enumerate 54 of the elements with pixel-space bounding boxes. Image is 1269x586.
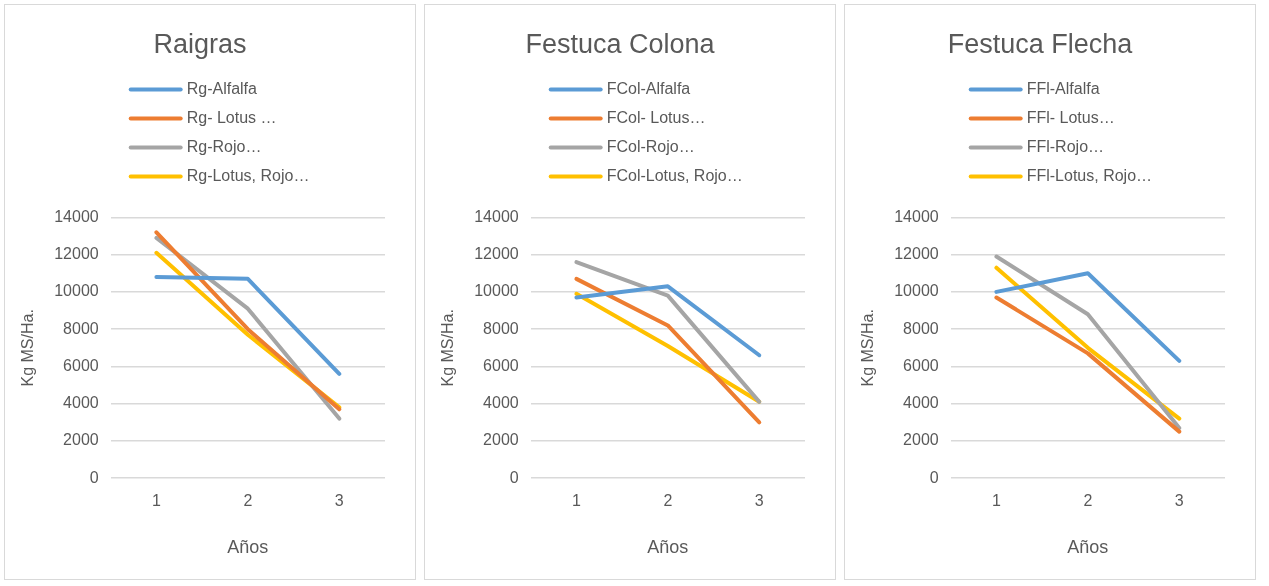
y-tick-label: 2000: [483, 431, 519, 449]
x-tick-label: 1: [991, 492, 1001, 510]
y-tick-label: 0: [929, 468, 939, 486]
x-tick-label: 1: [571, 492, 581, 510]
legend-label: FFl-Rojo…: [1026, 137, 1105, 155]
y-tick-label: 12000: [894, 245, 939, 263]
y-tick-label: 4000: [903, 394, 939, 412]
x-tick-label: 1: [151, 492, 161, 510]
y-tick-label: 14000: [894, 207, 939, 225]
legend-label: FFl-Alfalfa: [1026, 79, 1100, 97]
x-axis-title: Años: [227, 537, 269, 558]
legend-label: FCol-Lotus, Rojo…: [606, 166, 743, 184]
y-tick-label: 14000: [54, 207, 99, 225]
legend-label: FCol-Alfalfa: [606, 79, 691, 97]
y-tick-label: 8000: [483, 319, 519, 337]
chart-title: Raigras: [153, 28, 247, 59]
y-tick-label: 10000: [54, 282, 99, 300]
x-axis-title: Años: [647, 537, 689, 558]
y-tick-label: 0: [89, 468, 99, 486]
y-tick-label: 10000: [894, 282, 939, 300]
x-tick-label: 3: [754, 492, 764, 510]
legend-label: Rg-Alfalfa: [186, 79, 258, 97]
x-tick-label: 3: [334, 492, 344, 510]
x-axis-title: Años: [1067, 537, 1109, 558]
y-axis-title: Kg MS/Ha.: [859, 309, 877, 387]
y-tick-label: 2000: [63, 431, 99, 449]
x-tick-label: 2: [1083, 492, 1093, 510]
y-tick-label: 10000: [474, 282, 519, 300]
y-tick-label: 12000: [474, 245, 519, 263]
y-tick-label: 2000: [903, 431, 939, 449]
y-tick-label: 8000: [63, 319, 99, 337]
y-tick-label: 14000: [474, 207, 519, 225]
legend-label: FCol-Rojo…: [606, 137, 695, 155]
x-tick-label: 3: [1174, 492, 1184, 510]
y-tick-label: 6000: [903, 356, 939, 374]
y-tick-label: 0: [509, 468, 519, 486]
y-tick-label: 12000: [54, 245, 99, 263]
legend-label: FFl-Lotus, Rojo…: [1026, 166, 1153, 184]
legend-label: Rg- Lotus …: [186, 108, 277, 126]
y-tick-label: 4000: [63, 394, 99, 412]
chart-title: Festuca Flecha: [947, 28, 1134, 59]
chart-title: Festuca Colona: [525, 28, 716, 59]
y-tick-label: 6000: [63, 356, 99, 374]
legend-label: Rg-Lotus, Rojo…: [186, 166, 310, 184]
y-tick-label: 4000: [483, 394, 519, 412]
legend-label: Rg-Rojo…: [186, 137, 262, 155]
y-axis-title: Kg MS/Ha.: [19, 309, 37, 387]
legend-label: FFl- Lotus…: [1026, 108, 1115, 126]
y-tick-label: 6000: [483, 356, 519, 374]
legend-label: FCol- Lotus…: [606, 108, 706, 126]
x-tick-label: 2: [663, 492, 673, 510]
y-tick-label: 8000: [903, 319, 939, 337]
x-tick-label: 2: [243, 492, 253, 510]
y-axis-title: Kg MS/Ha.: [439, 309, 457, 387]
